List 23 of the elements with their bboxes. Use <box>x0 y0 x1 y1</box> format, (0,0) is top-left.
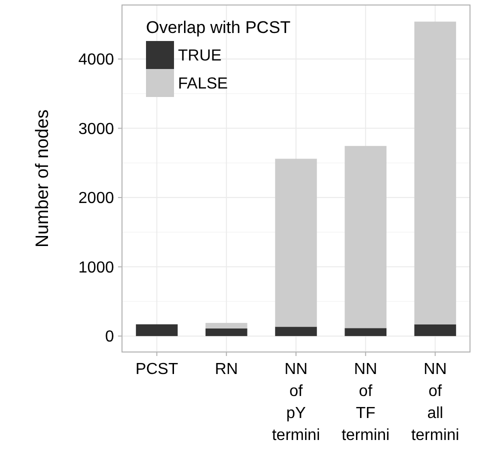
bar <box>206 328 248 336</box>
legend-title: Overlap with PCST <box>146 18 291 37</box>
y-axis-title: Number of nodes <box>32 109 52 248</box>
bar <box>414 324 456 336</box>
bar <box>275 326 317 336</box>
y-tick-label: 3000 <box>78 120 114 138</box>
x-tick-label: NN of all termini <box>411 361 460 444</box>
x-tick-label: NN of TF termini <box>342 361 390 444</box>
y-tick-label: 1000 <box>78 259 114 276</box>
bar <box>206 322 248 328</box>
legend-label: TRUE <box>178 48 222 65</box>
bar <box>344 146 386 328</box>
bar <box>344 328 386 336</box>
y-tick-label: 0 <box>105 328 114 346</box>
y-tick-label: 4000 <box>78 52 114 69</box>
legend-label: FALSE <box>178 76 228 93</box>
bar <box>275 158 317 327</box>
x-tick-label: NN of pY termini <box>272 361 320 444</box>
bar <box>136 324 178 336</box>
bar <box>414 22 456 324</box>
y-tick-label: 2000 <box>78 190 114 208</box>
x-tick-label: RN <box>214 361 238 378</box>
x-tick-label: PCST <box>135 361 178 378</box>
